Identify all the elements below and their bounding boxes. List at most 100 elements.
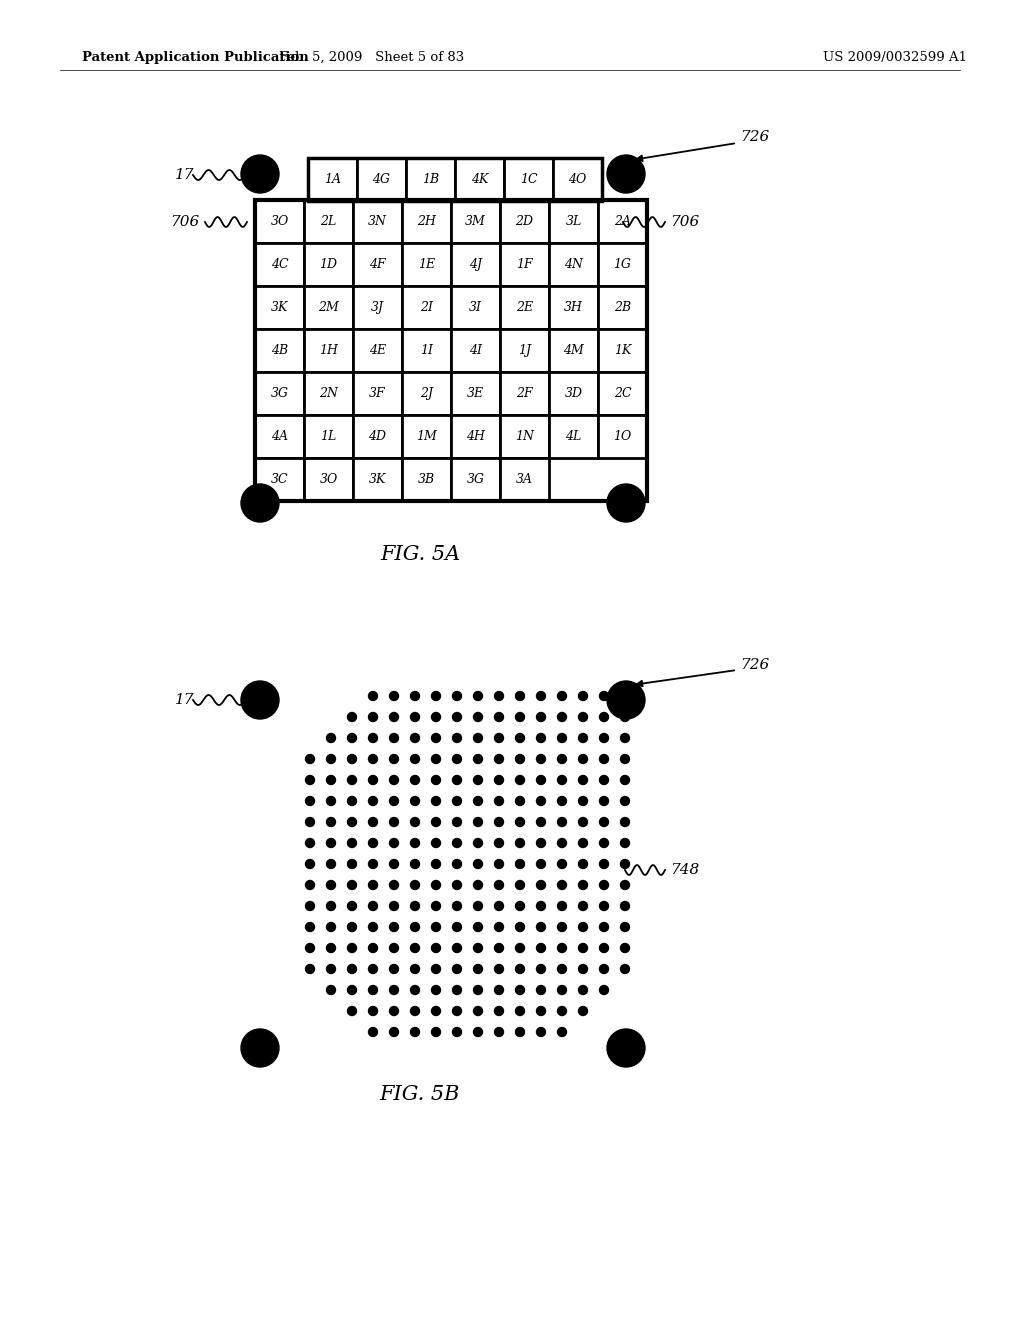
Bar — [304, 372, 353, 414]
Circle shape — [515, 923, 524, 932]
Circle shape — [557, 859, 566, 869]
Circle shape — [607, 154, 645, 193]
Bar — [500, 286, 549, 329]
Circle shape — [557, 838, 566, 847]
Circle shape — [411, 796, 420, 805]
Bar — [353, 201, 402, 243]
Bar — [353, 372, 402, 414]
Circle shape — [579, 986, 588, 994]
Circle shape — [495, 755, 504, 763]
Bar — [304, 286, 353, 329]
Circle shape — [557, 902, 566, 911]
Text: 2B: 2B — [614, 301, 631, 314]
Circle shape — [537, 755, 546, 763]
Bar — [353, 286, 402, 329]
Text: 3N: 3N — [368, 215, 387, 228]
Bar — [353, 243, 402, 286]
Circle shape — [473, 1006, 482, 1015]
Bar — [598, 329, 647, 372]
Bar — [553, 158, 602, 201]
Text: 4O: 4O — [568, 173, 587, 186]
Bar — [304, 329, 353, 372]
Circle shape — [453, 923, 462, 932]
Circle shape — [305, 796, 314, 805]
Circle shape — [599, 965, 608, 974]
Circle shape — [431, 1006, 440, 1015]
Circle shape — [453, 986, 462, 994]
Circle shape — [515, 734, 524, 742]
Text: 706: 706 — [170, 215, 200, 228]
Circle shape — [579, 817, 588, 826]
Circle shape — [453, 713, 462, 722]
Circle shape — [621, 902, 630, 911]
Text: 3J: 3J — [371, 301, 384, 314]
Circle shape — [495, 923, 504, 932]
Circle shape — [411, 713, 420, 722]
Bar — [402, 243, 451, 286]
Bar — [598, 201, 647, 243]
Circle shape — [515, 1006, 524, 1015]
Circle shape — [621, 796, 630, 805]
Circle shape — [537, 880, 546, 890]
Circle shape — [369, 859, 378, 869]
Bar — [451, 286, 500, 329]
Circle shape — [473, 817, 482, 826]
Circle shape — [515, 880, 524, 890]
Circle shape — [473, 902, 482, 911]
Circle shape — [411, 1027, 420, 1036]
Text: 2L: 2L — [321, 215, 337, 228]
Circle shape — [537, 734, 546, 742]
Text: US 2009/0032599 A1: US 2009/0032599 A1 — [823, 50, 967, 63]
Bar — [402, 201, 451, 243]
Circle shape — [305, 880, 314, 890]
Circle shape — [389, 986, 398, 994]
Circle shape — [515, 944, 524, 953]
Circle shape — [473, 776, 482, 784]
Circle shape — [579, 776, 588, 784]
Bar — [304, 414, 353, 458]
Text: 2A: 2A — [614, 215, 631, 228]
Text: 2F: 2F — [516, 387, 532, 400]
Bar — [402, 286, 451, 329]
Circle shape — [515, 692, 524, 701]
Circle shape — [599, 776, 608, 784]
Circle shape — [327, 776, 336, 784]
Circle shape — [327, 817, 336, 826]
Circle shape — [411, 838, 420, 847]
Circle shape — [473, 923, 482, 932]
Circle shape — [369, 880, 378, 890]
Circle shape — [305, 965, 314, 974]
Circle shape — [347, 796, 356, 805]
Bar — [500, 201, 549, 243]
Circle shape — [389, 1027, 398, 1036]
Circle shape — [453, 1006, 462, 1015]
Circle shape — [495, 713, 504, 722]
Text: 1D: 1D — [319, 257, 338, 271]
Circle shape — [557, 944, 566, 953]
Circle shape — [515, 986, 524, 994]
Bar — [598, 243, 647, 286]
Text: 3E: 3E — [467, 387, 484, 400]
Circle shape — [495, 838, 504, 847]
Circle shape — [431, 986, 440, 994]
Circle shape — [369, 1006, 378, 1015]
Circle shape — [537, 796, 546, 805]
Circle shape — [537, 1006, 546, 1015]
Circle shape — [557, 923, 566, 932]
Circle shape — [347, 734, 356, 742]
Text: 1K: 1K — [613, 345, 631, 356]
Circle shape — [389, 923, 398, 932]
Circle shape — [579, 965, 588, 974]
Circle shape — [537, 944, 546, 953]
Bar — [357, 158, 406, 201]
Circle shape — [515, 755, 524, 763]
Text: 4G: 4G — [373, 173, 390, 186]
Bar — [500, 243, 549, 286]
Circle shape — [473, 692, 482, 701]
Circle shape — [389, 1006, 398, 1015]
Bar — [451, 201, 500, 243]
Circle shape — [537, 902, 546, 911]
Bar — [402, 372, 451, 414]
Circle shape — [621, 713, 630, 722]
Circle shape — [599, 796, 608, 805]
